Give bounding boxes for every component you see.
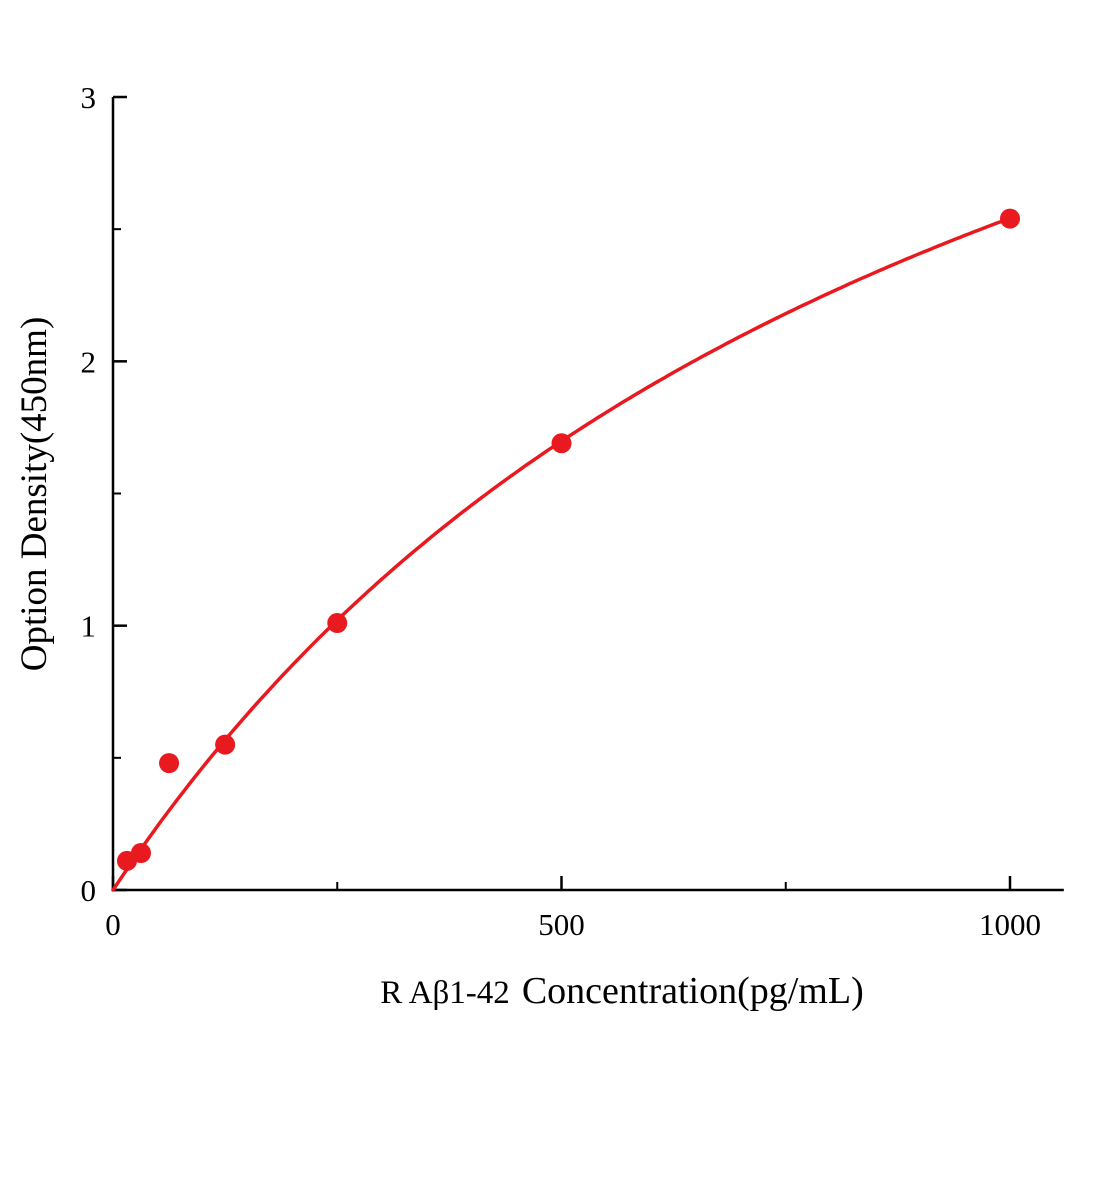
y-axis-title: Option Density(450nm) [14, 317, 55, 672]
data-point [551, 433, 572, 454]
data-point [130, 842, 151, 863]
x-axis-title: R Aβ1-42 Concentration(pg/mL) [380, 970, 863, 1012]
x-axis-title-main: Concentration(pg/mL) [522, 970, 864, 1012]
x-tick-label: 1000 [979, 907, 1041, 942]
data-point [1000, 208, 1020, 229]
x-tick-label: 0 [105, 907, 121, 942]
y-tick-label: 0 [81, 873, 97, 908]
axes [111, 97, 1064, 892]
data-point [159, 753, 180, 774]
y-tick-label: 2 [81, 344, 97, 379]
data-point [215, 734, 236, 755]
y-tick-label: 3 [81, 80, 97, 115]
y-tick-label: 1 [81, 609, 97, 644]
data-point [327, 613, 348, 634]
fit-curve [111, 216, 1012, 892]
x-tick-label: 500 [538, 907, 585, 942]
x-axis-title-prefix: R Aβ1-42 [380, 975, 510, 1011]
